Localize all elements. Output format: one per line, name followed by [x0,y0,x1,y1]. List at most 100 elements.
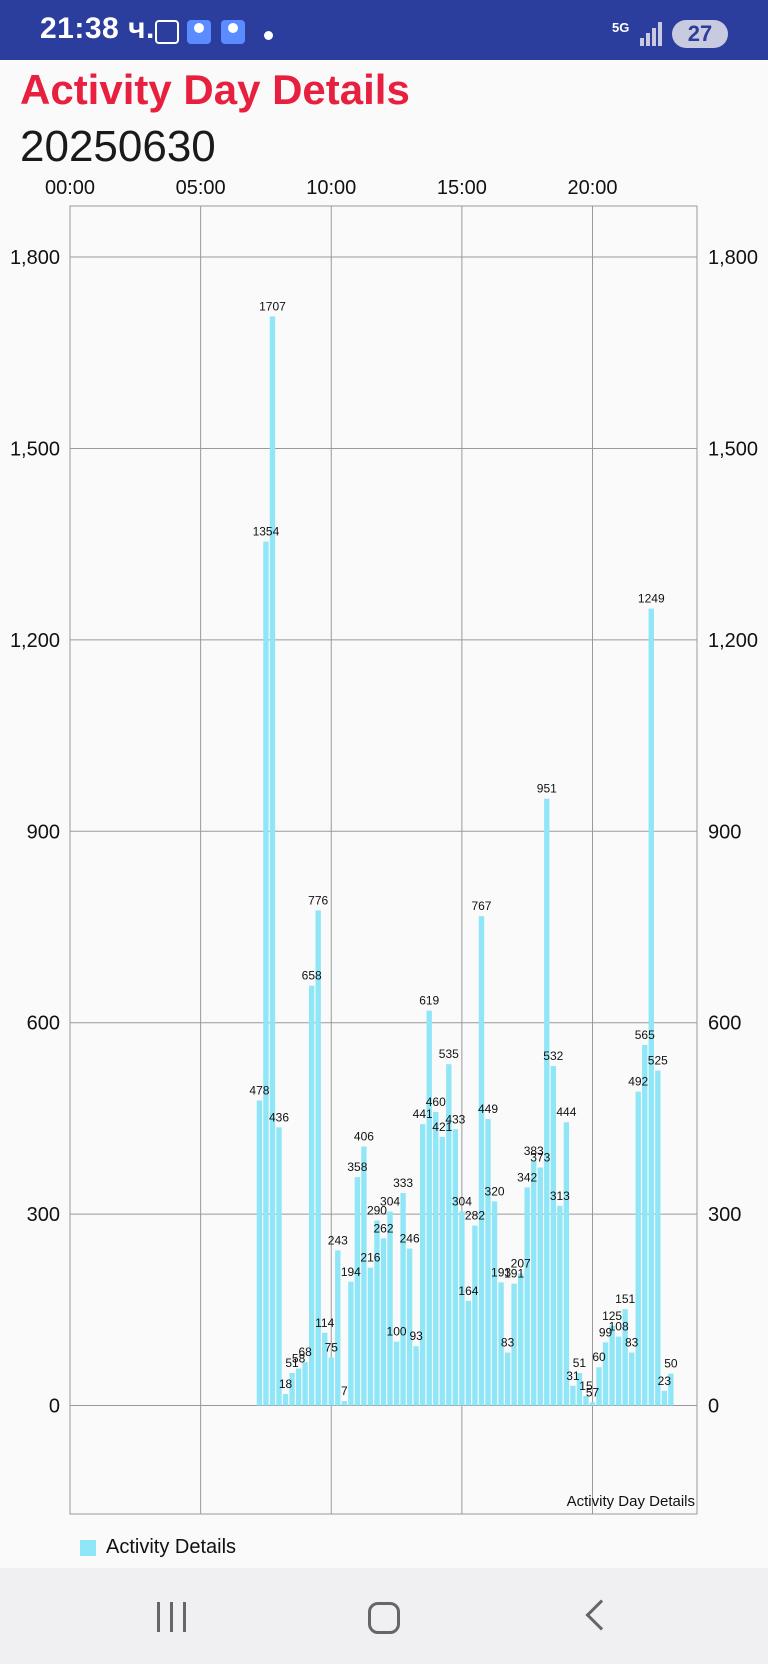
bar [367,1267,374,1406]
data-label: 406 [354,1129,374,1143]
data-label: 99 [599,1325,613,1339]
y-tick-label-left: 600 [27,1013,60,1035]
y-tick-label-left: 900 [27,821,60,843]
data-label: 191 [504,1267,524,1281]
bar [524,1187,530,1406]
bar [400,1193,406,1406]
bar [478,916,485,1406]
x-tick-label: 10:00 [306,177,356,199]
bar [282,1394,289,1406]
data-label: 164 [458,1284,478,1298]
bar [302,1362,308,1406]
bar [511,1283,517,1406]
bar [570,1385,576,1406]
data-label: 125 [602,1309,622,1323]
data-label: 535 [439,1047,459,1061]
data-label: 421 [432,1120,452,1134]
data-label: 68 [298,1345,312,1359]
bar [393,1341,400,1406]
bar [642,1045,648,1406]
data-label: 57 [586,1385,600,1399]
bar [472,1225,478,1406]
home-button[interactable] [368,1602,400,1634]
recents-button[interactable] [153,1598,193,1638]
back-button[interactable] [585,1599,617,1631]
data-label: 51 [573,1356,587,1370]
bar [387,1211,393,1406]
data-label: 31 [566,1369,580,1383]
data-label: 151 [615,1292,635,1306]
network-label: 5G [612,20,630,35]
bar [602,1342,609,1406]
y-tick-label-right: 0 [708,1396,719,1418]
bar [315,910,321,1406]
data-label: 246 [400,1232,420,1246]
data-label: 1707 [259,299,286,313]
data-label: 658 [302,969,322,983]
bar [465,1300,472,1406]
activity-bar-chart[interactable]: 00:00 05:00 10:00 15:00 20:00 0 0 300 300 600 600 9… [0,170,768,1530]
dot-icon [264,31,273,40]
data-label: 619 [419,994,439,1008]
data-label: 83 [625,1336,639,1350]
bar [629,1352,635,1406]
x-tick-label: 15:00 [437,177,487,199]
data-label: 449 [478,1102,498,1116]
bar [452,1129,459,1406]
status-bar: 21:38 ч. 5G 27 [0,0,768,60]
bar [609,1325,615,1406]
bar [276,1127,282,1406]
data-label: 342 [517,1170,537,1184]
data-label: 193 [491,1265,511,1279]
bar [498,1282,504,1406]
bar [661,1390,668,1406]
data-label: 83 [501,1336,515,1350]
data-label: 58 [292,1352,306,1366]
data-label: 532 [543,1049,563,1063]
data-label: 7 [341,1384,348,1398]
y-tick-label-left: 1,500 [10,438,60,460]
bar [426,1010,432,1406]
data-label: 304 [380,1195,400,1209]
data-label: 776 [308,893,328,907]
bar [635,1091,641,1406]
bar [550,1066,556,1406]
data-label: 436 [269,1110,289,1124]
bar [537,1167,543,1406]
data-label: 262 [373,1221,393,1235]
bar [668,1373,674,1406]
y-tick-label-right: 1,500 [708,438,758,460]
data-label: 951 [537,782,557,796]
user-icon [221,20,245,44]
chart-description: Activity Day Details [567,1493,695,1510]
y-tick-label-left: 1,200 [10,630,60,652]
data-label: 15 [579,1379,593,1393]
data-label: 93 [409,1329,423,1343]
bar [335,1250,341,1406]
bar [459,1211,465,1406]
data-label: 18 [279,1377,293,1391]
data-label: 767 [471,899,491,913]
y-tick-label-right: 1,800 [708,247,758,269]
bar [622,1309,628,1406]
data-label: 108 [609,1320,629,1334]
legend-swatch [80,1540,96,1556]
user-icon [187,20,211,44]
bar [263,541,269,1406]
bar [380,1238,387,1406]
data-label: 1354 [253,525,280,539]
bar [576,1372,583,1406]
data-label: 333 [393,1176,413,1190]
y-tick-label-right: 600 [708,1013,741,1035]
data-label: 243 [328,1233,348,1247]
data-label: 114 [315,1316,334,1330]
bar [504,1352,511,1406]
data-label: 525 [648,1054,668,1068]
data-label: 50 [664,1357,678,1371]
x-tick-label: 05:00 [176,177,226,199]
y-tick-label-left: 300 [27,1204,60,1226]
data-label: 433 [445,1112,465,1126]
bar [517,1273,524,1406]
data-label: 100 [387,1325,407,1339]
data-label: 441 [413,1107,433,1121]
